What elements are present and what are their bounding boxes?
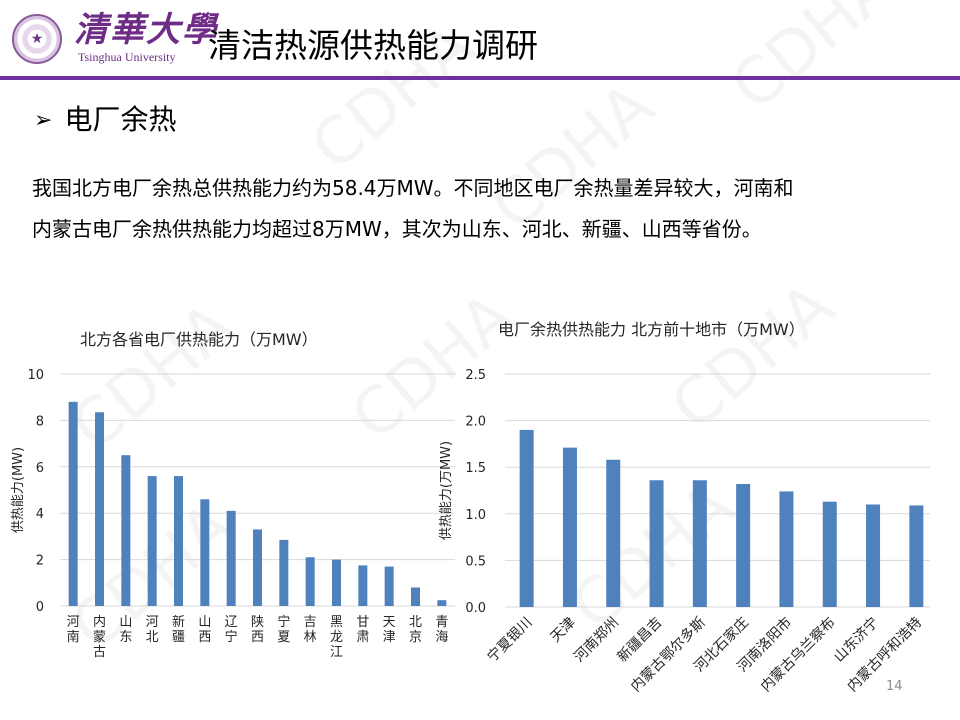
bar-宁夏 [279, 539, 289, 606]
x-tick-label: 天津 [383, 615, 396, 645]
x-tick-label: 辽宁 [225, 615, 238, 645]
section-heading: ➢ 电厂余热 [34, 100, 176, 141]
bar-宁夏银川 [519, 429, 534, 607]
x-tick-label: 河南郑州 [571, 615, 622, 666]
bar-青海 [437, 600, 447, 606]
bar-山东 [121, 455, 131, 606]
y-tick-label: 2.5 [465, 368, 486, 383]
logo-english: Tsinghua University [78, 50, 176, 64]
chart1-provinces: 0 2 4 6 8 10 供热能力(MW) 河南内蒙古山东河北新疆山西辽宁陕西宁夏吉林黑龙江甘… [11, 368, 455, 660]
bar-河南洛阳市 [779, 491, 794, 607]
bar-河南 [68, 401, 78, 606]
bar-天津 [384, 566, 394, 606]
bar-河北石家庄 [736, 483, 751, 607]
y-tick-label: 2 [36, 554, 44, 569]
arrow-bullet-icon: ➢ [34, 108, 53, 133]
x-tick-label: 黑龙江 [330, 615, 343, 660]
bar-陕西 [253, 529, 262, 606]
x-tick-label: 内蒙古 [93, 614, 106, 660]
x-tick-label: 天津 [548, 615, 579, 646]
title-divider [0, 76, 960, 80]
bar-内蒙古 [95, 412, 104, 606]
x-tick-label: 北京 [409, 615, 422, 645]
logo-chinese: 清華大學 [74, 10, 218, 50]
y-axis-label: 供热能力(MW) [11, 447, 26, 533]
y-tick-label: 2.0 [465, 415, 486, 430]
x-tick-label: 甘肃 [356, 615, 369, 645]
bar-吉林 [305, 557, 315, 606]
bar-甘肃 [358, 565, 368, 606]
y-tick-label: 4 [36, 507, 44, 522]
y-tick-label: 0.0 [465, 601, 486, 616]
y-tick-label: 1.5 [465, 461, 486, 476]
chart2-title: 电厂余热供热能力 北方前十地市（万MW） [498, 320, 805, 339]
x-tick-label: 内蒙古乌兰察布 [757, 614, 838, 695]
bar-山西 [200, 499, 210, 606]
bar-北京 [411, 587, 420, 606]
x-tick-label: 内蒙古呼和浩特 [845, 615, 926, 696]
bar-河北 [147, 476, 157, 606]
x-tick-label: 宁夏 [277, 614, 290, 645]
bar-天津 [562, 447, 577, 607]
x-tick-label: 河北 [146, 615, 159, 645]
bar-河南郑州 [606, 459, 621, 607]
university-seal-icon: ★ [12, 14, 62, 64]
x-tick-label: 吉林 [304, 615, 317, 645]
body-line-1: 我国北方电厂余热总供热能力约为58.4万MW。不同地区电厂余热量差异较大，河南和 [32, 176, 794, 200]
bar-内蒙古呼和浩特 [909, 505, 924, 607]
slide-header: ★ 清華大學 Tsinghua University 清洁热源供热能力调研 [0, 0, 960, 80]
bar-内蒙古鄂尔多斯 [692, 480, 707, 607]
x-tick-label: 陕西 [251, 615, 264, 645]
x-tick-label: 新疆 [172, 614, 185, 645]
y-tick-label: 0 [36, 600, 44, 615]
y-tick-label: 0.5 [465, 554, 486, 569]
bar-新疆 [174, 476, 183, 606]
x-tick-label: 山西 [198, 615, 211, 645]
x-tick-label: 青海 [435, 615, 448, 645]
body-paragraph: 我国北方电厂余热总供热能力约为58.4万MW。不同地区电厂余热量差异较大，河南和… [32, 168, 942, 250]
bar-新疆昌吉 [649, 480, 664, 607]
y-tick-label: 6 [36, 461, 44, 476]
bar-内蒙古乌兰察布 [822, 501, 837, 607]
x-tick-label: 内蒙古鄂尔多斯 [627, 614, 708, 695]
y-tick-label: 10 [27, 368, 44, 383]
x-tick-label: 河南 [67, 615, 80, 645]
y-tick-label: 1.0 [465, 508, 486, 523]
y-axis-label: 供热能力(万MW) [439, 441, 454, 540]
x-tick-label: 山东 [119, 615, 132, 645]
bar-黑龙江 [332, 559, 341, 606]
page-number: 14 [886, 679, 903, 694]
body-line-2: 内蒙古电厂余热供热能力均超过8万MW，其次为山东、河北、新疆、山西等省份。 [32, 217, 762, 241]
bar-辽宁 [226, 510, 236, 606]
y-tick-label: 8 [36, 414, 44, 429]
bar-山东济宁 [866, 504, 881, 607]
chart1-title: 北方各省电厂供热能力（万MW） [80, 330, 318, 349]
x-tick-label: 宁夏银川 [484, 614, 536, 666]
section-heading-text: 电厂余热 [64, 103, 177, 136]
page-title: 清洁热源供热能力调研 [208, 26, 538, 65]
